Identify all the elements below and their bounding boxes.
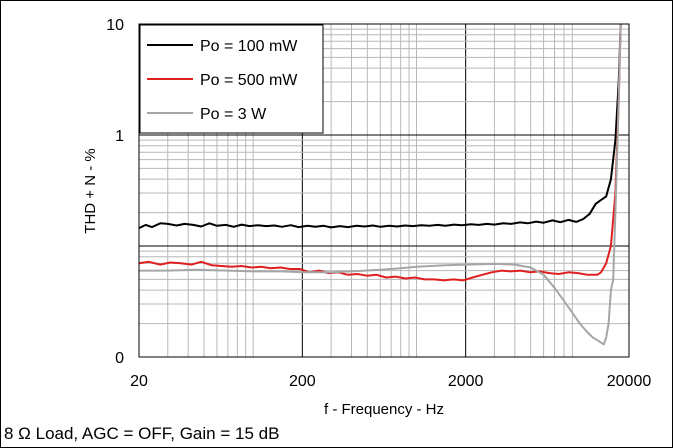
- x-tick-label: 20: [130, 373, 148, 390]
- y-tick-label: 0: [115, 350, 124, 367]
- x-tick-label: 20000: [607, 373, 652, 390]
- legend-label: Po = 100 mW: [200, 38, 298, 55]
- legend-label: Po = 3 W: [200, 106, 267, 123]
- series-line-2: [138, 23, 622, 282]
- y-tick-label: 1: [115, 128, 124, 145]
- plot-area-border: [138, 23, 630, 358]
- legend-label: Po = 500 mW: [200, 72, 298, 89]
- series-line-1: [138, 23, 622, 230]
- x-axis-label: f - Frequency - Hz: [324, 401, 444, 418]
- x-tick-label: 2000: [448, 373, 484, 390]
- chart-footnote: 8 Ω Load, AGC = OFF, Gain = 15 dB: [4, 424, 280, 443]
- y-axis-label: THD + N - %: [82, 148, 99, 233]
- y-tick-label: 10: [106, 17, 124, 34]
- x-tick-label: 200: [289, 373, 316, 390]
- series-line-3: [139, 23, 622, 346]
